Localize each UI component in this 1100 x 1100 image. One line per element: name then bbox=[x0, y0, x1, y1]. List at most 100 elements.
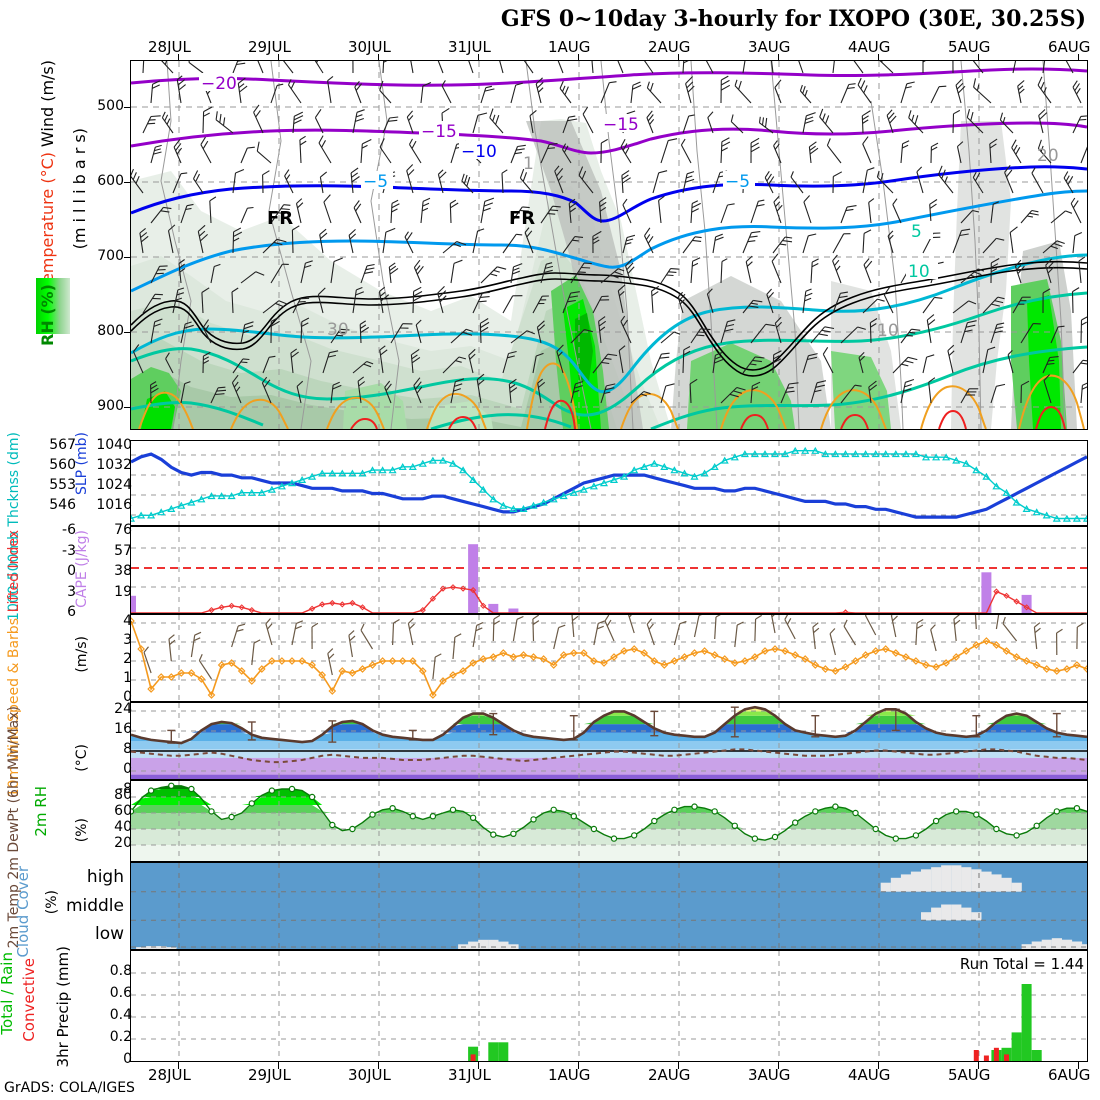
upper-air-svg: −20 −15 −15 −10 −5 −5 5 10 30 bbox=[131, 61, 1087, 429]
label-minus20: −20 bbox=[201, 74, 237, 94]
rh-panel bbox=[130, 780, 1088, 862]
cape-tick-57: 57 bbox=[114, 542, 132, 559]
lifted-index-line bbox=[131, 586, 1087, 613]
x-tick-mark bbox=[778, 1062, 779, 1069]
x-tick-bottom: 29JUL bbox=[248, 1066, 291, 1084]
x-tick-mark bbox=[1078, 54, 1079, 61]
page-title: GFS 0~10day 3-hourly for IXOPO (30E, 30.… bbox=[500, 6, 1086, 32]
dewpoint-line bbox=[131, 748, 1087, 764]
x-tick-mark bbox=[178, 54, 179, 61]
upper-tick-900: 900 bbox=[97, 398, 124, 414]
wind-gridlines bbox=[131, 615, 1087, 701]
wind-speed-svg bbox=[131, 615, 1087, 701]
x-tick-top: 30JUL bbox=[348, 38, 391, 56]
rh-tick-40: 40 bbox=[114, 819, 132, 835]
temp-tick-8: 8 bbox=[123, 741, 132, 757]
x-tick-mark bbox=[778, 54, 779, 61]
isotherm-minus15 bbox=[131, 121, 1087, 155]
thickness-tick-560: 560 bbox=[49, 457, 76, 473]
rh-markers bbox=[131, 782, 1081, 842]
x-tick-top: 29JUL bbox=[248, 38, 291, 56]
wind-speed-panel bbox=[130, 614, 1088, 702]
x-tick-mark bbox=[978, 54, 979, 61]
x-tick-mark bbox=[678, 1062, 679, 1069]
x-tick-top: 6AUG bbox=[1048, 38, 1091, 56]
rh-svg bbox=[131, 781, 1087, 861]
upper-tick-mark bbox=[124, 182, 130, 183]
x-tick-mark bbox=[378, 54, 379, 61]
x-tick-top: 4AUG bbox=[848, 38, 891, 56]
precip-gridlines bbox=[131, 951, 1087, 1061]
temp-tick-16: 16 bbox=[114, 721, 132, 737]
x-tick-bottom: 31JUL bbox=[448, 1066, 491, 1084]
x-tick-mark bbox=[178, 1062, 179, 1069]
x-tick-top: 5AUG bbox=[948, 38, 991, 56]
upper-axis-label-temperature: Temperature (°C) bbox=[38, 152, 57, 291]
x-tick-bottom: 3AUG bbox=[748, 1066, 791, 1084]
x-tick-mark bbox=[678, 54, 679, 61]
temp-dewpt-panel bbox=[130, 702, 1088, 780]
wind-tick-3: 3 bbox=[123, 632, 132, 648]
cloud-tick-low: low bbox=[94, 924, 124, 945]
x-tick-mark bbox=[578, 1062, 579, 1069]
li-tick: -3 bbox=[62, 542, 76, 559]
cloud-tick-high: high bbox=[86, 867, 124, 887]
cape-axis-label-li: Lifted Index bbox=[6, 530, 22, 613]
thickness-markers bbox=[131, 446, 1087, 522]
x-tick-top: 2AUG bbox=[648, 38, 691, 56]
wind-tick-2: 2 bbox=[123, 651, 132, 667]
cape-tick-19: 19 bbox=[114, 583, 132, 600]
label-rh30-b: 10 bbox=[877, 321, 899, 341]
precip-panel bbox=[130, 950, 1088, 1062]
x-tick-mark bbox=[878, 1062, 879, 1069]
temperature-line bbox=[131, 705, 1087, 745]
upper-tick-700: 700 bbox=[97, 248, 124, 264]
wind-tick-4: 4 bbox=[123, 613, 132, 629]
wind-tick-1: 1 bbox=[123, 670, 132, 686]
cloud-tick-middle: middle bbox=[65, 895, 124, 916]
thickness-line bbox=[131, 449, 1087, 520]
x-tick-mark bbox=[278, 1062, 279, 1069]
label-fr-b: FR bbox=[509, 208, 535, 229]
precip-svg bbox=[131, 951, 1087, 1061]
x-tick-bottom: 1AUG bbox=[548, 1066, 591, 1084]
x-tick-bottom: 6AUG bbox=[1048, 1066, 1091, 1084]
x-tick-mark bbox=[578, 54, 579, 61]
x-tick-mark bbox=[278, 54, 279, 61]
isotherm-5 bbox=[131, 291, 1087, 417]
thickness-tick-553: 553 bbox=[49, 477, 76, 493]
label-fr-a: FR bbox=[267, 208, 293, 229]
x-tick-bottom: 4AUG bbox=[848, 1066, 891, 1084]
label-minus5-a: −5 bbox=[363, 172, 388, 192]
isotherm-minus20 bbox=[131, 67, 1087, 87]
precip-legend-total: Total / Rain bbox=[0, 952, 16, 1035]
rh-legend-swatch bbox=[36, 278, 70, 334]
label-rh30-a: 30 bbox=[327, 320, 349, 340]
cloud-gridlines bbox=[131, 863, 1087, 949]
li-tick: 3 bbox=[67, 583, 76, 600]
cloud-svg bbox=[131, 863, 1087, 949]
precip-tick-0.2: 0.2 bbox=[109, 1029, 132, 1045]
x-tick-top: 1AUG bbox=[548, 38, 591, 56]
upper-axis-label-wind: Wind (m/s) bbox=[38, 60, 57, 148]
slp-thickness-svg bbox=[131, 441, 1087, 525]
precip-tick-0.8: 0.8 bbox=[109, 963, 132, 979]
precip-tick-0.6: 0.6 bbox=[109, 985, 132, 1001]
wind-speed-line bbox=[131, 620, 1087, 697]
x-tick-mark bbox=[1078, 1062, 1079, 1069]
isotherm-minus5 bbox=[131, 189, 1087, 293]
isotherm-minus10 bbox=[131, 165, 1087, 223]
rh-tick-60: 60 bbox=[114, 803, 132, 819]
cape-tick-76: 76 bbox=[114, 522, 132, 538]
label-rh-c: 20 bbox=[1037, 146, 1059, 166]
credit-label: GrADS: COLA/IGES bbox=[4, 1080, 135, 1096]
x-tick-bottom: 5AUG bbox=[948, 1066, 991, 1084]
slp-tick-1040: 1040 bbox=[96, 437, 132, 453]
rh-gridlines bbox=[131, 781, 1087, 861]
x-tick-top: 3AUG bbox=[748, 38, 791, 56]
freezing-level-line bbox=[131, 260, 1087, 377]
slp-tick-1016: 1016 bbox=[96, 497, 132, 513]
isotherm-0 bbox=[131, 253, 1087, 394]
upper-tick-600: 600 bbox=[97, 173, 124, 189]
rh-tick-80: 80 bbox=[114, 787, 132, 803]
